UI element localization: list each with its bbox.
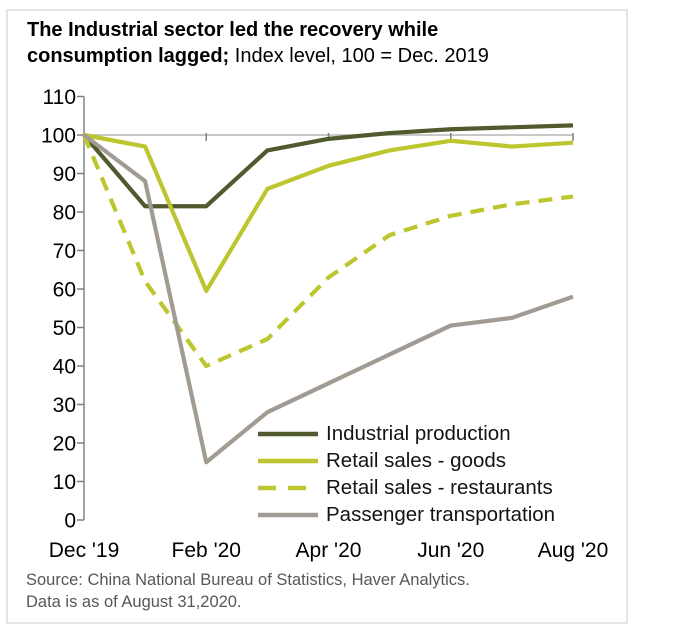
source-line2: Data is as of August 31,2020.	[26, 593, 242, 611]
legend: Industrial production Retail sales - goo…	[257, 420, 555, 528]
chart-frame	[6, 9, 628, 624]
legend-swatch-solid-gray-icon	[258, 512, 318, 517]
legend-label: Passenger transportation	[326, 502, 556, 526]
y-tick-label: 90	[53, 163, 76, 186]
legend-swatch-dashed-yellowgreen-icon	[258, 485, 318, 490]
series-line-retail-sales-restaurants	[82, 134, 574, 369]
title-subtitle: Index level, 100 = Dec. 2019	[229, 45, 489, 67]
x-tick-label: Jun '20	[417, 539, 484, 562]
y-tick-label: 40	[53, 356, 76, 379]
source-line1: Source: China National Bureau of Statist…	[26, 571, 470, 589]
y-tick-label: 100	[41, 125, 76, 148]
legend-swatch-solid-darkgreen-icon	[258, 431, 318, 436]
title-line2-bold: consumption lagged;	[27, 45, 230, 67]
x-tick-label: Aug '20	[538, 539, 609, 562]
y-tick-label: 60	[53, 279, 76, 302]
x-tick-label: Feb '20	[172, 539, 241, 562]
legend-item-industrial-production: Industrial production	[257, 420, 555, 447]
legend-label: Retail sales - restaurants	[326, 475, 553, 499]
series-line-passenger-transportation	[82, 133, 574, 465]
x-tick-label: Apr '20	[296, 539, 362, 562]
legend-swatch-solid-yellowgreen-icon	[258, 458, 318, 463]
x-tick-label: Dec '19	[49, 539, 120, 562]
y-tick-label: 70	[53, 240, 76, 263]
y-tick-label: 20	[53, 433, 76, 456]
source-note: Source: China National Bureau of Statist…	[26, 569, 470, 613]
legend-item-retail-goods: Retail sales - goods	[257, 447, 555, 474]
legend-label: Retail sales - goods	[326, 448, 507, 472]
legend-item-retail-restaurants: Retail sales - restaurants	[257, 474, 555, 501]
series-line-industrial-production	[82, 123, 574, 209]
y-tick-label: 30	[53, 394, 76, 417]
y-tick-label: 10	[53, 471, 76, 494]
series-line-retail-sales-goods	[83, 132, 574, 294]
y-tick-label: 50	[53, 317, 76, 340]
legend-item-passenger-transportation: Passenger transportation	[257, 501, 555, 528]
title-line1: The Industrial sector led the recovery w…	[27, 19, 439, 41]
legend-label: Industrial production	[326, 421, 511, 445]
chart-title: The Industrial sector led the recovery w…	[27, 17, 613, 69]
y-tick-label: 110	[43, 86, 76, 109]
y-tick-label: 80	[53, 202, 76, 225]
y-tick-label: 0	[64, 510, 76, 533]
